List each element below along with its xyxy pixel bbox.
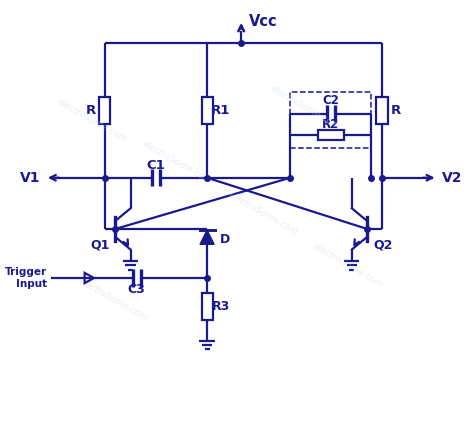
Bar xyxy=(201,293,213,321)
Text: Vcc: Vcc xyxy=(249,14,277,29)
Text: Trigger
Input: Trigger Input xyxy=(5,267,47,289)
Text: R: R xyxy=(86,104,96,117)
Text: electroSome.com: electroSome.com xyxy=(269,84,342,131)
Text: D: D xyxy=(220,233,230,246)
Text: electroSome.com: electroSome.com xyxy=(77,276,150,323)
Text: R1: R1 xyxy=(211,104,230,117)
Text: R2: R2 xyxy=(322,118,339,131)
Bar xyxy=(376,97,388,124)
Text: Q1: Q1 xyxy=(91,238,110,252)
Bar xyxy=(318,130,344,140)
Text: R3: R3 xyxy=(211,300,230,313)
Text: V1: V1 xyxy=(20,171,41,185)
Text: C2: C2 xyxy=(322,95,339,107)
Text: C1: C1 xyxy=(146,159,165,172)
Bar xyxy=(99,97,110,124)
Bar xyxy=(290,92,371,148)
Text: electroSome.com: electroSome.com xyxy=(311,241,384,289)
Polygon shape xyxy=(200,230,214,244)
Text: electroSome.com: electroSome.com xyxy=(226,190,299,238)
Text: electroSome.com: electroSome.com xyxy=(55,97,128,144)
Bar xyxy=(201,97,213,124)
Text: electroSome.com: electroSome.com xyxy=(141,139,214,187)
Text: V2: V2 xyxy=(442,171,462,185)
Text: Q2: Q2 xyxy=(374,238,393,252)
Text: C3: C3 xyxy=(128,283,146,297)
Text: R: R xyxy=(391,104,401,117)
